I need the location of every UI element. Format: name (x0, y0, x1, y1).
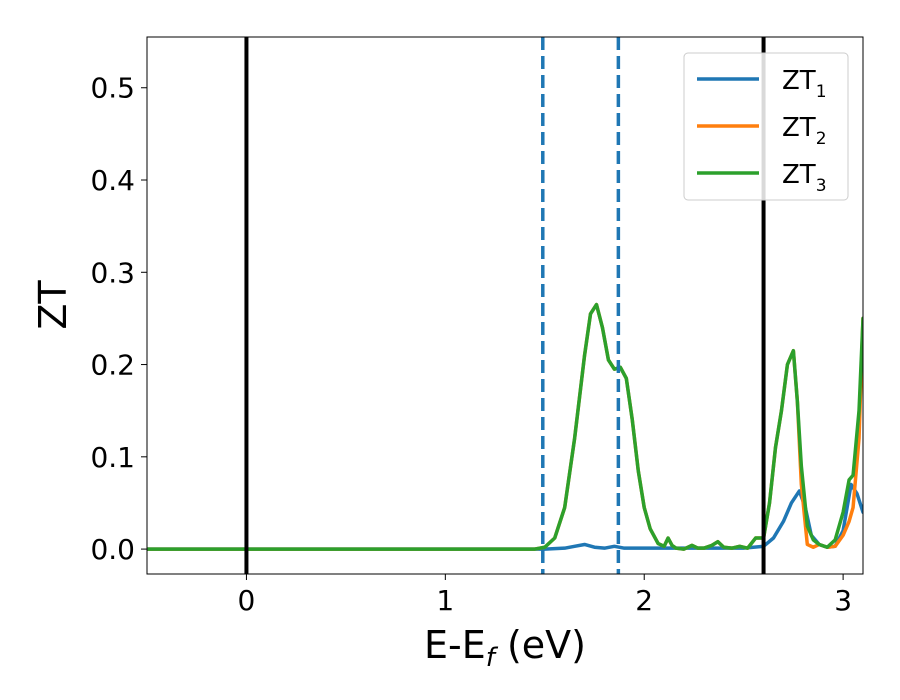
x-tick-label: 0 (238, 584, 256, 617)
plot-frame (146, 36, 864, 575)
legend-box (683, 52, 849, 201)
legend: ZT1 ZT2 ZT3 (683, 52, 849, 201)
legend-label-2: ZT2 (782, 113, 827, 149)
axes-layer: 0 1 2 3 0.0 0.1 0.2 0.3 0.4 0.5 (90, 36, 864, 617)
legend-label-1: ZT1 (782, 66, 827, 102)
y-tick-label: 0.5 (90, 72, 135, 105)
y-tick-label: 0.1 (90, 441, 135, 474)
x-tick-label: 2 (635, 584, 653, 617)
y-tick-label: 0.3 (90, 256, 135, 289)
x-tick-label: 3 (834, 584, 852, 617)
series-line-2 (147, 302, 863, 551)
y-tick-label: 0.2 (90, 349, 135, 382)
y-tick-label: 0.0 (90, 533, 135, 566)
x-axis-label: E-Ef (eV) (424, 623, 586, 673)
series-line-3 (147, 302, 863, 551)
y-axis-label: ZT (31, 280, 75, 330)
x-tick-label: 1 (436, 584, 454, 617)
legend-label-3: ZT3 (782, 160, 827, 196)
y-tick-label: 0.4 (90, 164, 135, 197)
